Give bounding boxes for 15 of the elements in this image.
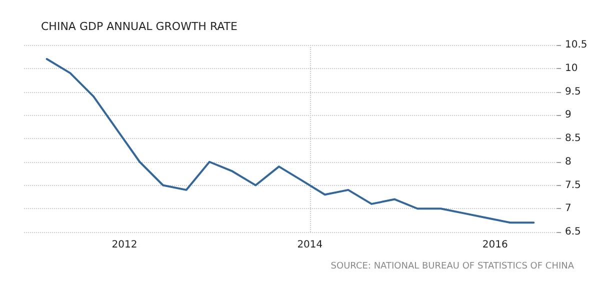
y-tick-label: 10 (565, 62, 578, 74)
y-tick-label: 6.5 (565, 226, 581, 238)
y-tick-label: 9.5 (565, 86, 581, 98)
y-tick-label: 7 (565, 203, 572, 214)
y-tick-label: 8 (565, 156, 572, 168)
y-tick-label: 7.5 (565, 180, 581, 191)
source-note: SOURCE: NATIONAL BUREAU OF STATISTICS OF CHINA (330, 262, 575, 272)
x-tick-label: 2012 (112, 240, 138, 250)
y-tick-label: 9 (565, 110, 572, 121)
y-tick-label: 10.5 (565, 40, 588, 50)
x-tick-label: 2014 (297, 240, 323, 250)
line-series (46, 58, 535, 224)
y-tick-label: 8.5 (565, 133, 581, 144)
chart-title: CHINA GDP ANNUAL GROWTH RATE (41, 20, 238, 33)
x-tick-label: 2016 (482, 240, 508, 250)
